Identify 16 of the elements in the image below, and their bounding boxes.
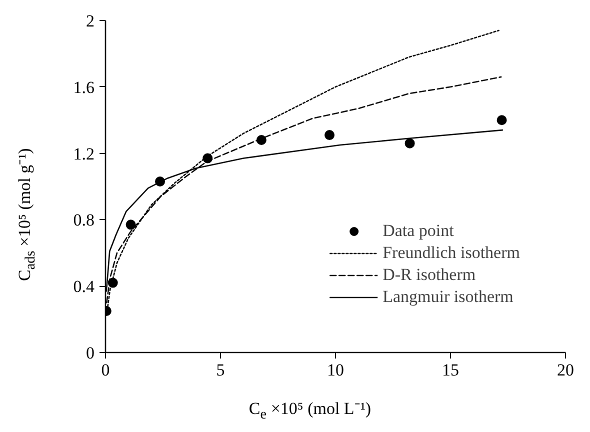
x-tick-label: 20 [557,360,574,380]
y-tick-label: 0.8 [73,210,94,230]
x-tick-label: 15 [442,360,459,380]
legend-label: D-R isotherm [382,265,476,285]
legend-label: Langmuir isotherm [382,287,514,307]
y-tick-label: 0 [86,344,94,362]
legend-label: Data point [382,221,454,241]
x-tick-label: 0 [101,360,110,380]
x-axis-title: C$_{e}$ ×10⁵ (mol L⁻¹) [248,398,372,424]
y-tick-label: 1.6 [73,78,94,97]
y-tick-label: 0.4 [73,277,95,296]
x-tick-label: 10 [327,360,344,380]
x-tick-label: 5 [216,360,225,380]
y-tick-label: 1.2 [73,144,94,164]
legend-label: Freundlich isotherm [382,243,520,263]
y-tick-label: 2 [86,12,94,30]
